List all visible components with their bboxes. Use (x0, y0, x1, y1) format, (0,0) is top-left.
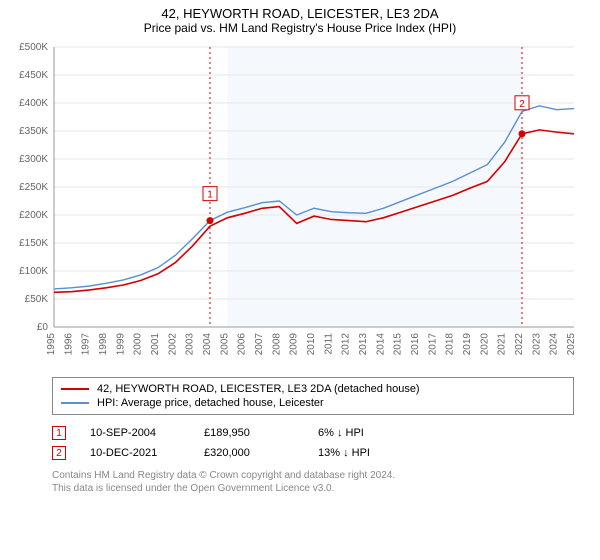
svg-text:£300K: £300K (19, 154, 48, 165)
svg-text:2002: 2002 (167, 333, 178, 356)
svg-text:2020: 2020 (479, 333, 490, 356)
svg-text:2007: 2007 (254, 333, 265, 356)
svg-text:2016: 2016 (410, 333, 421, 356)
svg-text:2025: 2025 (566, 333, 577, 356)
svg-text:£150K: £150K (19, 238, 48, 249)
svg-text:2006: 2006 (237, 333, 248, 356)
svg-text:2017: 2017 (427, 333, 438, 356)
svg-text:1: 1 (207, 190, 213, 201)
sales-table: 1 10-SEP-2004 £189,950 6% ↓ HPI 2 10-DEC-2021… (52, 423, 574, 463)
svg-text:2023: 2023 (531, 333, 542, 356)
sale-badge: 1 (52, 426, 66, 440)
svg-text:2018: 2018 (445, 333, 456, 356)
svg-text:1997: 1997 (81, 333, 92, 356)
svg-text:2005: 2005 (219, 333, 230, 356)
attribution-line: This data is licensed under the Open Gov… (52, 482, 574, 495)
svg-text:2008: 2008 (271, 333, 282, 356)
svg-text:1996: 1996 (63, 333, 74, 356)
legend-swatch (61, 402, 89, 404)
svg-text:2012: 2012 (341, 333, 352, 356)
svg-text:2004: 2004 (202, 333, 213, 356)
svg-text:2019: 2019 (462, 333, 473, 356)
svg-text:£250K: £250K (19, 182, 48, 193)
svg-text:£450K: £450K (19, 70, 48, 81)
legend-label: 42, HEYWORTH ROAD, LEICESTER, LE3 2DA (d… (97, 383, 420, 395)
attribution: Contains HM Land Registry data © Crown c… (52, 469, 574, 495)
svg-text:2003: 2003 (185, 333, 196, 356)
table-row: 1 10-SEP-2004 £189,950 6% ↓ HPI (52, 423, 574, 443)
price-chart: £0 £50K £100K £150K £200K £250K £300K £350K £400… (8, 41, 592, 371)
svg-text:£400K: £400K (19, 98, 48, 109)
svg-text:2001: 2001 (150, 333, 161, 356)
svg-text:2010: 2010 (306, 333, 317, 356)
svg-text:£50K: £50K (25, 294, 49, 305)
svg-text:2009: 2009 (289, 333, 300, 356)
svg-text:2015: 2015 (393, 333, 404, 356)
table-cell-date: 10-DEC-2021 (90, 447, 180, 459)
svg-text:2: 2 (519, 99, 525, 110)
table-cell-price: £189,950 (204, 427, 294, 439)
attribution-line: Contains HM Land Registry data © Crown c… (52, 469, 574, 482)
chart-title: 42, HEYWORTH ROAD, LEICESTER, LE3 2DA (8, 6, 592, 21)
legend-row: HPI: Average price, detached house, Leic… (61, 396, 565, 410)
svg-text:2014: 2014 (375, 333, 386, 356)
table-row: 2 10-DEC-2021 £320,000 13% ↓ HPI (52, 443, 574, 463)
svg-text:2021: 2021 (497, 333, 508, 356)
table-cell-date: 10-SEP-2004 (90, 427, 180, 439)
legend-row: 42, HEYWORTH ROAD, LEICESTER, LE3 2DA (d… (61, 382, 565, 396)
sale-badge: 2 (52, 446, 66, 460)
legend-swatch (61, 388, 89, 390)
svg-text:2011: 2011 (323, 333, 334, 355)
svg-text:1998: 1998 (98, 333, 109, 356)
legend: 42, HEYWORTH ROAD, LEICESTER, LE3 2DA (d… (52, 377, 574, 415)
svg-text:2022: 2022 (514, 333, 525, 356)
svg-text:2024: 2024 (549, 333, 560, 356)
legend-label: HPI: Average price, detached house, Leic… (97, 397, 324, 409)
chart-subtitle: Price paid vs. HM Land Registry's House … (8, 21, 592, 35)
svg-text:£100K: £100K (19, 266, 48, 277)
table-cell-delta: 13% ↓ HPI (318, 447, 408, 459)
svg-text:1999: 1999 (115, 333, 126, 356)
svg-text:2000: 2000 (133, 333, 144, 356)
svg-text:£350K: £350K (19, 126, 48, 137)
svg-text:£500K: £500K (19, 42, 48, 53)
table-cell-price: £320,000 (204, 447, 294, 459)
svg-text:1995: 1995 (46, 333, 57, 356)
table-cell-delta: 6% ↓ HPI (318, 427, 408, 439)
svg-text:£0: £0 (37, 322, 49, 333)
svg-text:2013: 2013 (358, 333, 369, 356)
svg-text:£200K: £200K (19, 210, 48, 221)
